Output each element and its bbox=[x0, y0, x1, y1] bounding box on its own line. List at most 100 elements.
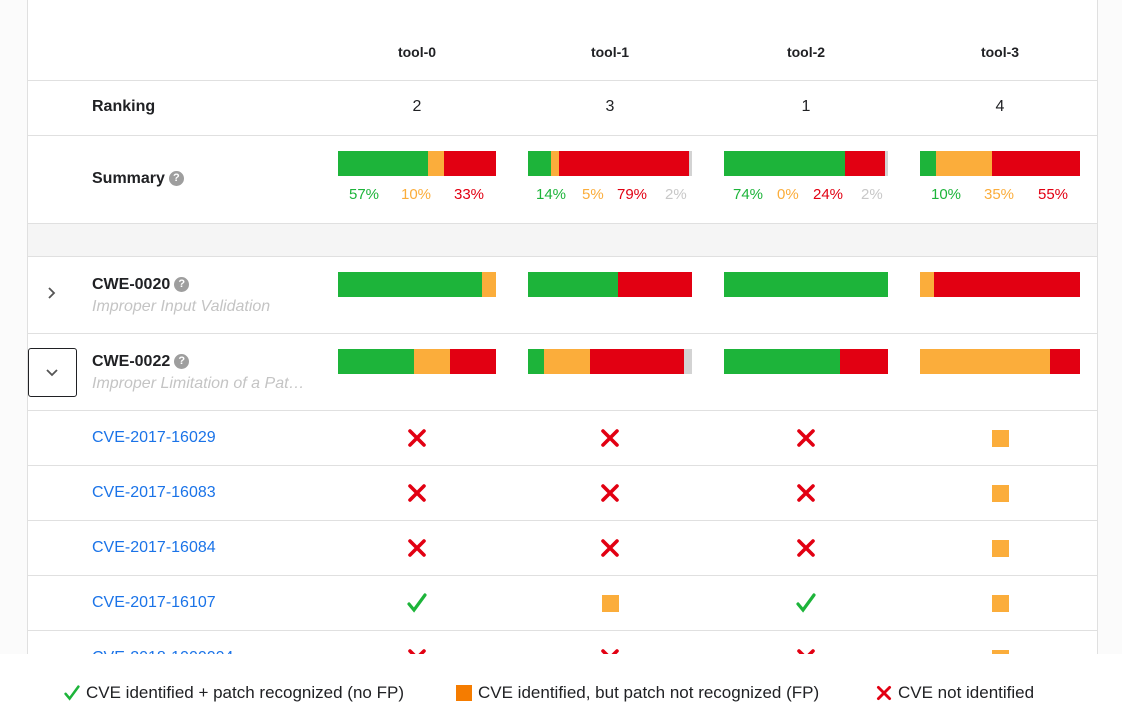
orange-square-icon bbox=[456, 685, 472, 701]
bar-segment-grey bbox=[688, 151, 692, 176]
ranking-tool-2: 1 bbox=[801, 98, 811, 115]
bar-segment-orange bbox=[413, 349, 451, 374]
bar-segment-red bbox=[934, 272, 1080, 297]
bar-segment-orange bbox=[428, 151, 444, 176]
cross-icon bbox=[797, 539, 815, 557]
bar-segment-red bbox=[559, 151, 689, 176]
cwe-row[interactable]: CWE-0020? Improper Input Validation bbox=[28, 257, 1097, 334]
orange-square-icon bbox=[992, 650, 1009, 654]
legend-item-ok: CVE identified + patch recognized (no FP… bbox=[64, 683, 404, 703]
ranking-tool-3: 4 bbox=[995, 98, 1005, 115]
legend: CVE identified + patch recognized (no FP… bbox=[0, 654, 1122, 726]
bar-segment-grey bbox=[884, 151, 888, 176]
summary-pct-grey-tool-1: 2% bbox=[665, 186, 687, 203]
bar-segment-orange bbox=[550, 151, 560, 176]
summary-row: Summary? 57% 10% 33% 14% 5% 79% 2% 74% 0… bbox=[28, 136, 1097, 224]
cwe-bar-tool-1 bbox=[528, 349, 692, 374]
ranking-row: Ranking 2 3 1 4 bbox=[28, 81, 1097, 136]
summary-pct-red-tool-3: 55% bbox=[1038, 186, 1069, 203]
cwe-row[interactable]: CWE-0022? Improper Limitation of a Pathn… bbox=[28, 334, 1097, 411]
summary-label: Summary? bbox=[92, 170, 184, 188]
bar-segment-red bbox=[845, 151, 885, 176]
cve-row: CVE-2017-16107 bbox=[28, 576, 1097, 631]
summary-pct-green-tool-1: 14% bbox=[536, 186, 567, 203]
bar-segment-red bbox=[1049, 349, 1080, 374]
cwe-name: CWE-0020? bbox=[92, 276, 190, 294]
bar-segment-orange bbox=[920, 349, 1050, 374]
cwe-id: CWE-0020 bbox=[92, 276, 171, 293]
cwe-bar-tool-2 bbox=[724, 272, 888, 297]
cross-icon bbox=[797, 484, 815, 502]
summary-bar-tool-0 bbox=[338, 151, 496, 176]
bar-segment-green bbox=[528, 349, 545, 374]
help-icon[interactable]: ? bbox=[174, 277, 190, 293]
cross-icon bbox=[601, 539, 619, 557]
cwe-bar-tool-3 bbox=[920, 272, 1080, 297]
cve-link[interactable]: CVE-2017-16084 bbox=[92, 539, 216, 556]
cwe-bar-tool-0 bbox=[338, 272, 496, 297]
help-icon[interactable]: ? bbox=[168, 171, 184, 187]
chevron-down-icon bbox=[46, 369, 58, 377]
cve-row: CVE-2017-16029 bbox=[28, 411, 1097, 466]
cve-link[interactable]: CVE-2017-16107 bbox=[92, 594, 216, 611]
summary-bar-tool-2 bbox=[724, 151, 888, 176]
cross-icon bbox=[408, 539, 426, 557]
cve-row: CVE-2018-1000004 bbox=[28, 631, 1097, 654]
summary-pct-green-tool-2: 74% bbox=[733, 186, 764, 203]
summary-pct-red-tool-0: 33% bbox=[454, 186, 485, 203]
summary-bar-tool-3 bbox=[920, 151, 1080, 176]
bar-segment-red bbox=[618, 272, 692, 297]
help-icon[interactable]: ? bbox=[174, 354, 190, 370]
summary-pct-green-tool-0: 57% bbox=[349, 186, 380, 203]
column-header-tool-3: tool-3 bbox=[980, 44, 1020, 60]
cwe-bar-tool-3 bbox=[920, 349, 1080, 374]
orange-square-icon bbox=[992, 595, 1009, 612]
left-margin bbox=[0, 0, 28, 654]
bar-segment-green bbox=[338, 349, 414, 374]
cve-link[interactable]: CVE-2018-1000004 bbox=[92, 649, 233, 654]
bar-segment-green bbox=[338, 272, 482, 297]
checkmark-icon bbox=[64, 685, 80, 701]
cross-icon bbox=[601, 429, 619, 447]
bar-segment-green bbox=[724, 151, 846, 176]
chevron-right-icon[interactable] bbox=[42, 285, 62, 305]
cve-row: CVE-2017-16084 bbox=[28, 521, 1097, 576]
bar-segment-grey bbox=[683, 349, 692, 374]
cross-icon bbox=[601, 484, 619, 502]
legend-item-x: CVE not identified bbox=[876, 683, 1034, 703]
cross-icon bbox=[601, 649, 619, 654]
cross-icon bbox=[876, 685, 892, 701]
cve-link[interactable]: CVE-2017-16083 bbox=[92, 484, 216, 501]
cwe-bar-tool-0 bbox=[338, 349, 496, 374]
summary-pct-red-tool-2: 24% bbox=[813, 186, 844, 203]
ranking-label: Ranking bbox=[92, 98, 156, 115]
table-header: tool-0 tool-1 tool-2 tool-3 bbox=[28, 0, 1097, 81]
bar-segment-green bbox=[528, 272, 619, 297]
bar-segment-red bbox=[443, 151, 496, 176]
cross-icon bbox=[797, 649, 815, 654]
checkmark-icon bbox=[796, 593, 816, 613]
summary-pct-orange-tool-1: 5% bbox=[582, 186, 604, 203]
expand-toggle-button[interactable] bbox=[28, 348, 77, 397]
cross-icon bbox=[797, 429, 815, 447]
ranking-tool-1: 3 bbox=[605, 98, 615, 115]
column-header-tool-1: tool-1 bbox=[590, 44, 630, 60]
bar-segment-red bbox=[992, 151, 1080, 176]
bar-segment-green bbox=[338, 151, 429, 176]
orange-square-icon bbox=[602, 595, 619, 612]
summary-pct-orange-tool-3: 35% bbox=[984, 186, 1015, 203]
bar-segment-red bbox=[450, 349, 496, 374]
checkmark-icon bbox=[407, 593, 427, 613]
summary-bar-tool-1 bbox=[528, 151, 692, 176]
bar-segment-green bbox=[724, 272, 888, 297]
cve-row: CVE-2017-16083 bbox=[28, 466, 1097, 521]
column-header-tool-0: tool-0 bbox=[397, 44, 437, 60]
cve-link[interactable]: CVE-2017-16029 bbox=[92, 429, 216, 446]
orange-square-icon bbox=[992, 430, 1009, 447]
cwe-bar-tool-1 bbox=[528, 272, 692, 297]
legend-ok-text: CVE identified + patch recognized (no FP… bbox=[86, 683, 404, 702]
summary-label-text: Summary bbox=[92, 170, 165, 187]
cwe-bar-tool-2 bbox=[724, 349, 888, 374]
orange-square-icon bbox=[992, 540, 1009, 557]
cross-icon bbox=[408, 649, 426, 654]
